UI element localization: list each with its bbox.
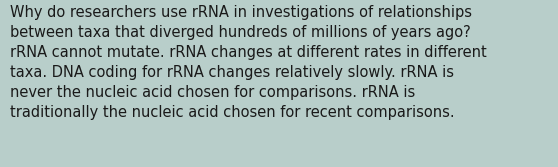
Text: Why do researchers use rRNA in investigations of relationships
between taxa that: Why do researchers use rRNA in investiga…	[10, 5, 487, 120]
